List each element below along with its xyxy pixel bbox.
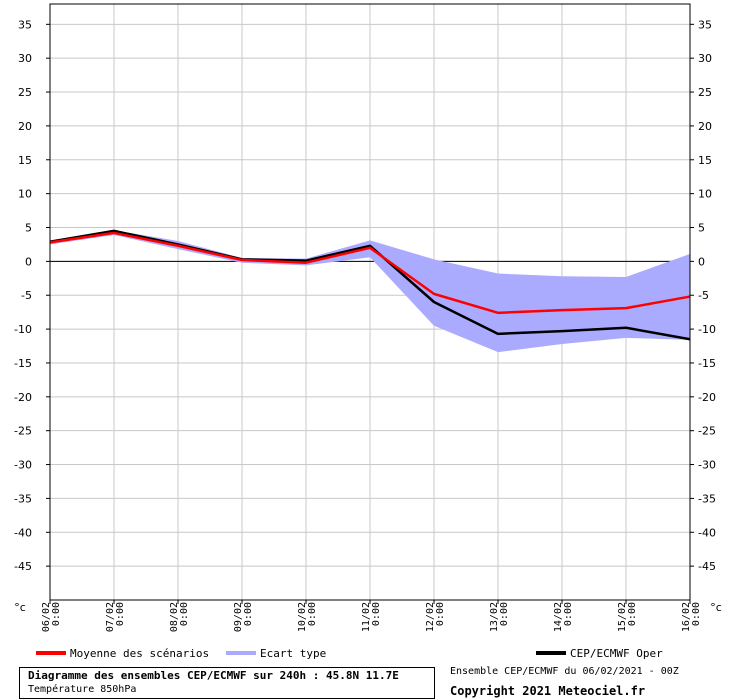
- y-tick-label-right: 15: [698, 154, 712, 167]
- y-tick-label-right: 25: [698, 86, 712, 99]
- y-axis-right: 35 30 25 20 15 10 5 0 -5 -10 -15 -20 -25 -30 -35 -40 -45: [690, 18, 716, 573]
- x-tick-date: 08/02: [169, 602, 180, 632]
- y-tick-label-right: 5: [698, 222, 705, 235]
- x-tick-date: 12/02: [425, 602, 436, 632]
- legend-ecart-swatch: [226, 651, 256, 655]
- y-tick-label-right: -10: [698, 323, 716, 336]
- x-tick-date: 06/02: [41, 602, 52, 632]
- y-tick-label-left: -45: [14, 560, 32, 573]
- y-tick-label-right: -5: [698, 289, 709, 302]
- x-tick-date: 10/02: [297, 602, 308, 632]
- run-info: Ensemble CEP/ECMWF du 06/02/2021 - 00Z: [450, 666, 679, 677]
- x-tick-time: 0:00: [499, 602, 510, 626]
- y-unit-right: °c: [710, 601, 722, 614]
- series-lines: [49, 229, 691, 341]
- legend-oper: CEP/ECMWF Oper: [536, 645, 663, 661]
- x-tick-time: 0:00: [307, 602, 318, 626]
- y-tick-label-left: -20: [14, 391, 32, 404]
- y-tick-label-left: 35: [18, 18, 32, 31]
- chart-subtitle: Température 850hPa: [28, 684, 137, 695]
- y-tick-label-right: -40: [698, 526, 716, 539]
- copyright: Copyright 2021 Meteociel.fr: [450, 684, 646, 698]
- y-tick-label-left: 5: [25, 222, 32, 235]
- y-tick-label-left: -30: [14, 459, 32, 472]
- x-tick-date: 11/02: [361, 602, 372, 632]
- series-line-oper: [49, 229, 691, 341]
- x-axis: 06/02 0:00 07/02 0:00 08/02 0:00 09/02 0:00 10/0…: [41, 600, 702, 632]
- y-tick-label-left: 15: [18, 154, 32, 167]
- y-tick-label-left: -35: [14, 492, 32, 505]
- series-line-mean: [49, 231, 691, 315]
- legend-ecart: Ecart type: [226, 645, 326, 661]
- x-tick-time: 0:00: [435, 602, 446, 626]
- x-tick-time: 0:00: [563, 602, 574, 626]
- y-axis-left: 35 30 25 20 15 10 5 0 -5 -10 -15 -20 -25 -30 -35 -40 -45: [14, 18, 50, 573]
- y-tick-label-left: 10: [18, 188, 32, 201]
- ecart-type-band: [50, 230, 690, 353]
- y-tick-label-left: 25: [18, 86, 32, 99]
- y-tick-label-right: 0: [698, 255, 705, 268]
- legend-mean-label: Moyenne des scénarios: [70, 646, 210, 660]
- ensemble-chart: 35 30 25 20 15 10 5 0 -5 -10 -15 -20 -25 -30 -35 -40 -45…: [14, 3, 722, 632]
- x-tick-time: 0:00: [51, 602, 62, 626]
- y-tick-label-right: -25: [698, 425, 716, 438]
- y-tick-label-right: 35: [698, 18, 712, 31]
- y-tick-label-left: -25: [14, 425, 32, 438]
- y-unit-left: °c: [14, 601, 26, 614]
- y-tick-label-right: -15: [698, 357, 716, 370]
- x-tick-date: 15/02: [617, 602, 628, 632]
- y-tick-label-left: -5: [21, 289, 32, 302]
- y-tick-label-right: -30: [698, 459, 716, 472]
- chart-title: Diagramme des ensembles CEP/ECMWF sur 24…: [28, 669, 399, 682]
- y-tick-label-left: 30: [18, 52, 32, 65]
- y-tick-label-left: -10: [14, 323, 32, 336]
- y-tick-label-right: -35: [698, 492, 716, 505]
- x-tick-date: 14/02: [553, 602, 564, 632]
- legend-ecart-label: Ecart type: [260, 646, 327, 660]
- x-tick-time: 0:00: [179, 602, 190, 626]
- x-tick-time: 0:00: [627, 602, 638, 626]
- y-tick-label-left: -15: [14, 357, 32, 370]
- x-tick-date: 13/02: [489, 602, 500, 632]
- y-tick-label-right: 10: [698, 188, 712, 201]
- x-tick-time: 0:00: [115, 602, 126, 626]
- y-tick-label-left: 0: [25, 255, 32, 268]
- legend-oper-label: CEP/ECMWF Oper: [570, 646, 663, 660]
- y-tick-label-left: 20: [18, 120, 32, 133]
- y-tick-label-right: 20: [698, 120, 712, 133]
- x-tick-time: 0:00: [691, 602, 702, 626]
- y-tick-label-right: 30: [698, 52, 712, 65]
- y-tick-label-right: -20: [698, 391, 716, 404]
- x-tick-date: 09/02: [233, 602, 244, 632]
- x-tick-date: 16/02: [681, 602, 692, 632]
- legend-mean: Moyenne des scénarios: [36, 645, 209, 661]
- legend-mean-swatch: [36, 651, 66, 655]
- x-tick-time: 0:00: [371, 602, 382, 626]
- x-tick-date: 07/02: [105, 602, 116, 632]
- title-box: Diagramme des ensembles CEP/ECMWF sur 24…: [19, 667, 435, 699]
- x-tick-time: 0:00: [243, 602, 254, 626]
- y-tick-label-left: -40: [14, 526, 32, 539]
- y-tick-label-right: -45: [698, 560, 716, 573]
- legend-oper-swatch: [536, 651, 566, 655]
